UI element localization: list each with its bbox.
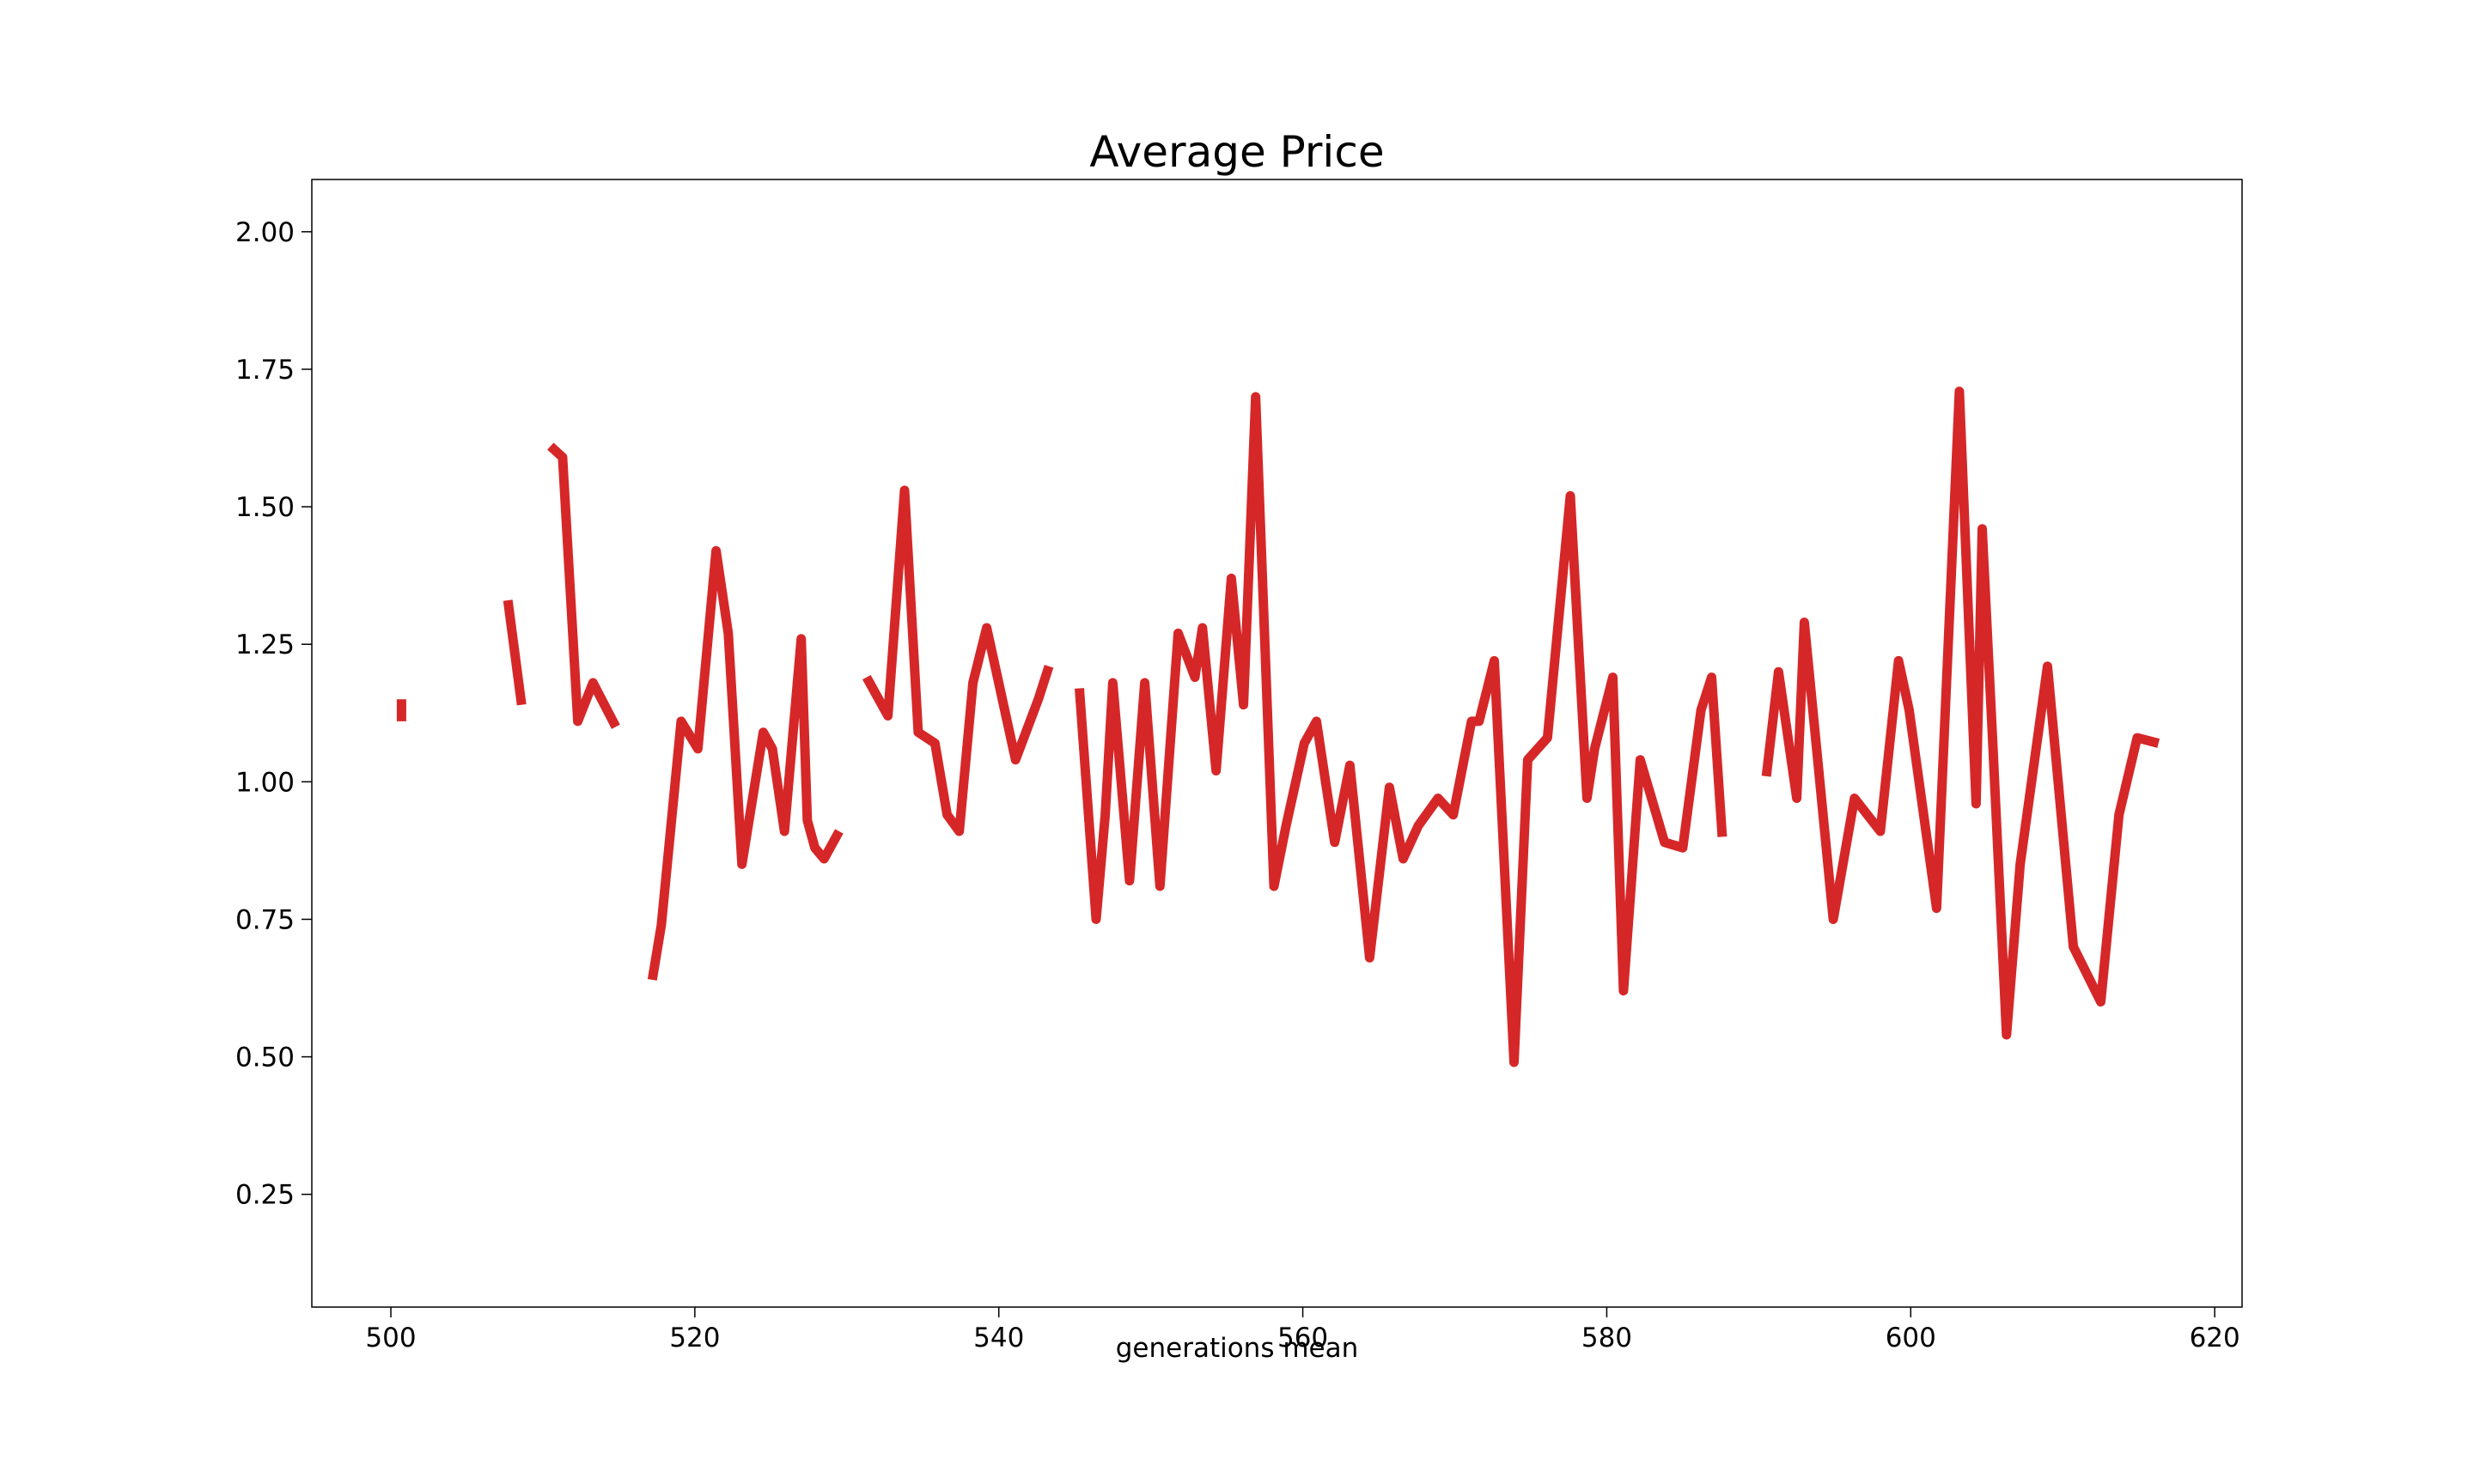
series-line-segment bbox=[547, 442, 620, 729]
series-layer bbox=[396, 386, 2160, 1067]
series-line-segment bbox=[503, 599, 527, 706]
x-tick-label: 540 bbox=[973, 1323, 1024, 1353]
x-tick-label: 580 bbox=[1581, 1323, 1632, 1353]
x-tick-label: 520 bbox=[669, 1323, 720, 1353]
y-tick-label: 1.25 bbox=[235, 629, 295, 660]
y-tick-label: 0.25 bbox=[235, 1180, 295, 1211]
y-tick-label: 1.50 bbox=[235, 492, 295, 523]
series-line-segment bbox=[1761, 386, 2160, 1040]
series-line-segment bbox=[647, 545, 844, 981]
y-tick-label: 0.50 bbox=[235, 1043, 295, 1073]
x-tick-label: 560 bbox=[1277, 1323, 1328, 1353]
series-line-segment bbox=[1075, 392, 1728, 1067]
axes-frame bbox=[311, 179, 2243, 1308]
chart-title: Average Price bbox=[1089, 127, 1385, 177]
y-tick-label: 1.75 bbox=[235, 355, 295, 386]
x-tick-label: 620 bbox=[2190, 1323, 2240, 1353]
y-tick-label: 0.75 bbox=[235, 904, 295, 935]
y-tick-label: 1.00 bbox=[235, 767, 295, 798]
x-tick-label: 600 bbox=[1886, 1323, 1936, 1353]
x-axis-ticks: 500 520 540 560 580 600 620 bbox=[365, 1307, 2240, 1353]
x-tick-label: 500 bbox=[365, 1323, 416, 1353]
x-axis-label: generations mean bbox=[1115, 1333, 1359, 1364]
series-line-segment bbox=[862, 485, 1054, 836]
y-tick-label: 2.00 bbox=[235, 217, 295, 248]
y-axis-ticks: 0.25 0.50 0.75 1.00 1.25 1.50 1.75 2.00 bbox=[235, 217, 312, 1211]
